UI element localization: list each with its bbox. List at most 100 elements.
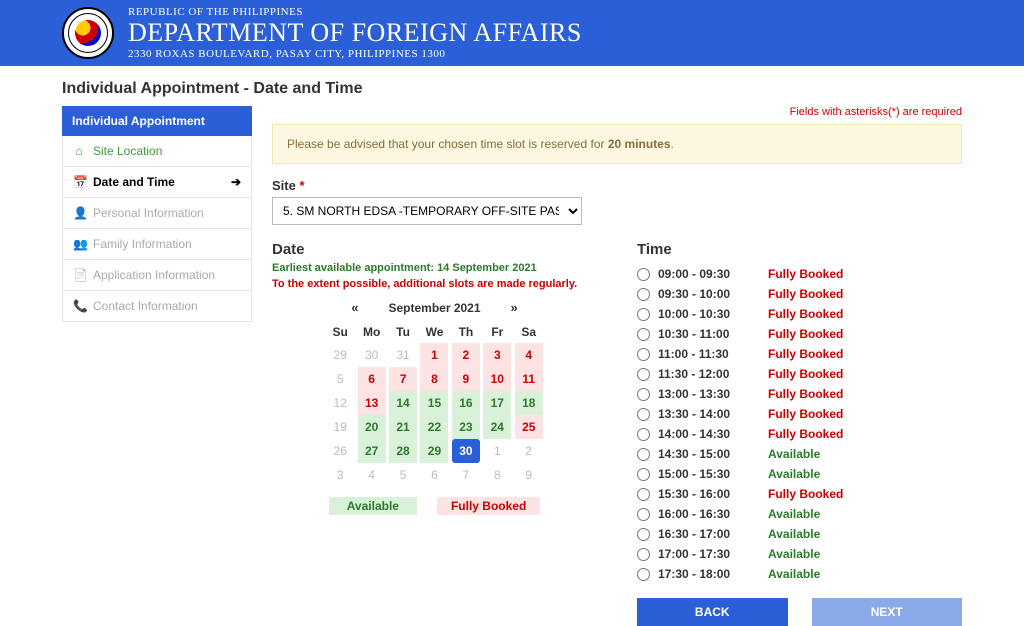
time-slot-radio[interactable] — [637, 408, 650, 421]
time-slot-radio[interactable] — [637, 468, 650, 481]
time-slot-status: Available — [768, 467, 820, 481]
time-slot: 13:30 - 14:00Fully Booked — [637, 404, 962, 424]
time-slot-radio[interactable] — [637, 348, 650, 361]
cal-day[interactable]: 8 — [420, 367, 448, 391]
cal-day: 8 — [483, 463, 511, 487]
time-slot-status: Fully Booked — [768, 267, 843, 281]
alert-prefix: Please be advised that your chosen time … — [287, 137, 608, 151]
file-icon: 📄 — [73, 268, 85, 282]
time-slot-radio[interactable] — [637, 308, 650, 321]
time-slot: 15:30 - 16:00Fully Booked — [637, 484, 962, 504]
cal-day[interactable]: 22 — [420, 415, 448, 439]
time-slot-label: 13:30 - 14:00 — [658, 407, 768, 421]
cal-day: 5 — [326, 367, 354, 391]
alert-bold: 20 minutes — [608, 137, 671, 151]
cal-day[interactable]: 11 — [515, 367, 543, 391]
slots-note: To the extent possible, additional slots… — [272, 278, 597, 290]
cal-day[interactable]: 30 — [452, 439, 480, 463]
time-slot-radio[interactable] — [637, 528, 650, 541]
cal-day: 3 — [326, 463, 354, 487]
time-slot-label: 17:30 - 18:00 — [658, 567, 768, 581]
cal-day[interactable]: 18 — [515, 391, 543, 415]
time-slot-radio[interactable] — [637, 508, 650, 521]
time-slot-radio[interactable] — [637, 268, 650, 281]
time-slot-status: Fully Booked — [768, 367, 843, 381]
cal-day: 2 — [515, 439, 543, 463]
user-icon: 👤 — [73, 206, 85, 220]
cal-day[interactable]: 16 — [452, 391, 480, 415]
reservation-alert: Please be advised that your chosen time … — [272, 124, 962, 164]
cal-day[interactable]: 17 — [483, 391, 511, 415]
cal-day[interactable]: 6 — [358, 367, 386, 391]
cal-day[interactable]: 25 — [515, 415, 543, 439]
time-slot-radio[interactable] — [637, 388, 650, 401]
next-button[interactable]: NEXT — [812, 598, 963, 626]
cal-day[interactable]: 10 — [483, 367, 511, 391]
sidebar-item-label: Application Information — [93, 268, 215, 282]
time-slot: 10:00 - 10:30Fully Booked — [637, 304, 962, 324]
time-slot-radio[interactable] — [637, 328, 650, 341]
calendar: « September 2021 » SuMoTuWeThFrSa2930311… — [325, 300, 545, 515]
cal-day: 1 — [483, 439, 511, 463]
time-slot-label: 13:00 - 13:30 — [658, 387, 768, 401]
cal-day[interactable]: 29 — [420, 439, 448, 463]
time-slot-label: 11:30 - 12:00 — [658, 367, 768, 381]
cal-day[interactable]: 20 — [358, 415, 386, 439]
cal-day[interactable]: 9 — [452, 367, 480, 391]
time-slot-radio[interactable] — [637, 568, 650, 581]
phone-icon: 📞 — [73, 299, 85, 313]
alert-suffix: . — [671, 137, 674, 151]
site-select[interactable]: 5. SM NORTH EDSA -TEMPORARY OFF-SITE PAS… — [272, 197, 582, 225]
earliest-appointment: Earliest available appointment: 14 Septe… — [272, 262, 597, 274]
time-slot: 14:00 - 14:30Fully Booked — [637, 424, 962, 444]
cal-day[interactable]: 3 — [483, 343, 511, 367]
cal-day[interactable]: 21 — [389, 415, 417, 439]
time-slot: 16:00 - 16:30Available — [637, 504, 962, 524]
sidebar-item-personal-information: 👤Personal Information — [62, 198, 252, 229]
cal-day[interactable]: 27 — [358, 439, 386, 463]
time-slot-status: Fully Booked — [768, 287, 843, 301]
back-button[interactable]: BACK — [637, 598, 788, 626]
time-slot-radio[interactable] — [637, 448, 650, 461]
time-slot: 09:30 - 10:00Fully Booked — [637, 284, 962, 304]
time-slot-radio[interactable] — [637, 488, 650, 501]
time-slot: 11:30 - 12:00Fully Booked — [637, 364, 962, 384]
cal-month: September 2021 — [388, 301, 480, 315]
page-title: Individual Appointment - Date and Time — [62, 80, 962, 98]
cal-day[interactable]: 28 — [389, 439, 417, 463]
cal-next[interactable]: » — [511, 300, 518, 315]
time-slot-status: Fully Booked — [768, 327, 843, 341]
time-heading: Time — [637, 241, 962, 258]
cal-day[interactable]: 4 — [515, 343, 543, 367]
cal-day: 9 — [515, 463, 543, 487]
cal-prev[interactable]: « — [351, 300, 358, 315]
cal-day[interactable]: 14 — [389, 391, 417, 415]
cal-day[interactable]: 7 — [389, 367, 417, 391]
cal-day: 12 — [326, 391, 354, 415]
sidebar-item-site-location[interactable]: ⌂Site Location — [62, 136, 252, 167]
time-slot-radio[interactable] — [637, 368, 650, 381]
cal-day: 6 — [420, 463, 448, 487]
calendar-icon: 📅 — [73, 175, 85, 189]
cal-dow: We — [419, 321, 450, 343]
sidebar-item-label: Site Location — [93, 144, 162, 158]
time-slot-radio[interactable] — [637, 428, 650, 441]
sidebar-item-family-information: 👥Family Information — [62, 229, 252, 260]
cal-day[interactable]: 24 — [483, 415, 511, 439]
sidebar-item-date-and-time[interactable]: 📅Date and Time➔ — [62, 167, 252, 198]
cal-day[interactable]: 13 — [358, 391, 386, 415]
time-slot-radio[interactable] — [637, 548, 650, 561]
cal-dow: Sa — [513, 321, 544, 343]
cal-day[interactable]: 15 — [420, 391, 448, 415]
time-slot: 15:00 - 15:30Available — [637, 464, 962, 484]
time-slot-status: Fully Booked — [768, 427, 843, 441]
cal-dow: Th — [450, 321, 481, 343]
cal-day: 26 — [326, 439, 354, 463]
time-slot-radio[interactable] — [637, 288, 650, 301]
time-slot-status: Fully Booked — [768, 407, 843, 421]
time-slot: 09:00 - 09:30Fully Booked — [637, 264, 962, 284]
cal-day[interactable]: 1 — [420, 343, 448, 367]
cal-day[interactable]: 23 — [452, 415, 480, 439]
cal-day[interactable]: 2 — [452, 343, 480, 367]
legend-available: Available — [329, 497, 417, 515]
